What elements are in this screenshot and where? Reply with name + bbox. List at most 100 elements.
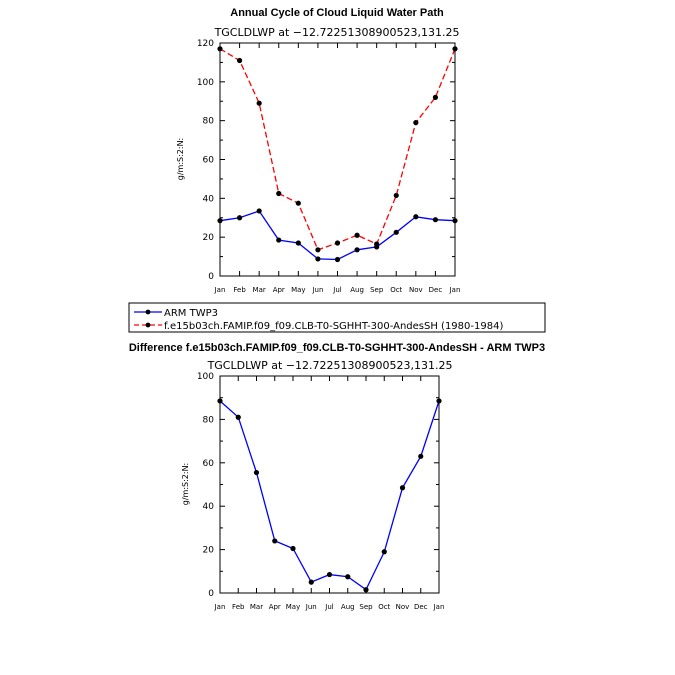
chart-2-xtick-label: Jun [305,603,317,611]
chart-2-subtitle: TGCLDLWP at −12.72251308900523,131.25 [207,359,453,372]
chart-1-xtick-label: Jan [449,286,461,294]
chart-2-series-0-point [290,545,296,552]
chart-2-ytick-label: 100 [197,372,214,382]
chart-1-series-0-point [334,256,341,263]
chart-1-series-line-0 [219,210,456,261]
chart-2-xtick-label: Mar [250,603,263,611]
chart-2-plot-frame [219,375,440,594]
chart-1-series-0-point [236,215,243,221]
chart-1-ytick-label: 20 [203,233,215,243]
chart-1-series-1-point [315,247,321,253]
chart-1-series-1-point [236,57,243,64]
chart-2-series-0-point [399,485,406,491]
chart-1-xtick-label: Mar [253,286,266,294]
chart-1-series-1-point [295,200,301,206]
chart-1-series-0-point [256,208,262,214]
legend-marker-model [145,322,151,328]
chart-1: Annual Cycle of Cloud Liquid Water Path … [176,7,460,294]
chart-2-xtick-label: Nov [396,603,410,611]
chart-2-series-0-point [308,579,314,585]
chart-1-ytick-label: 60 [203,156,215,166]
chart-2: Difference f.e15b03ch.FAMIP.f09_f09.CLB-… [129,342,545,611]
chart-1-ytick-label: 40 [203,194,215,204]
chart-1-series-0-point [432,217,439,223]
chart-2-series-0-point [418,453,424,459]
chart-2-series [217,398,442,593]
chart-2-ytick-label: 0 [208,589,214,599]
chart-2-ytick-label: 60 [203,459,215,469]
chart-2-series-0-point [326,571,333,578]
legend-box [128,302,546,333]
chart-2-ytick-label: 40 [203,502,215,512]
chart-1-series-1-point [256,100,262,106]
chart-1-legend: ARM TWP3 f.e15b03ch.FAMIP.f09_f09.CLB-T0… [128,302,546,333]
legend-marker-arm [145,309,151,315]
chart-1-series-1-point [217,46,223,52]
chart-2-title: Difference f.e15b03ch.FAMIP.f09_f09.CLB-… [129,342,545,354]
chart-2-series-0-point [217,398,223,404]
chart-2-series-0-point [272,538,278,544]
chart-1-xtick-label: Dec [429,286,443,294]
chart-1-series-1-point [276,190,282,197]
chart-2-ylabel: g/m:S:2:N: [181,463,190,506]
chart-1-xtick-label: Nov [409,286,423,294]
chart-2-series-0-point [235,414,241,420]
chart-1-series-1-point [334,240,341,246]
chart-1-xtick-label: Apr [273,286,285,294]
chart-2-xtick-label: Feb [232,603,245,611]
chart-2-axes: 0 20 40 60 80 100 Jan Feb Mar Apr May Jun Jul Aug Sep O… [197,372,445,611]
chart-1-series-0-point [393,229,399,235]
chart-2-xtick-label: Jan [214,603,226,611]
chart-2-xtick-label: Apr [269,603,281,611]
chart-1-xtick-label: Feb [233,286,246,294]
chart-2-series-0-point [381,549,387,555]
chart-1-xtick-label: Jun [311,286,323,294]
chart-1-series-1-point [432,94,439,100]
chart-2-xtick-label: Dec [414,603,428,611]
legend-label-model: f.e15b03ch.FAMIP.f09_f09.CLB-T0-SGHHT-30… [164,321,503,332]
chart-1-series-1-point [413,120,419,126]
chart-1-xtick-label: Oct [390,286,402,294]
chart-1-series-0-point [354,247,360,253]
chart-1-series [217,46,458,263]
chart-1-series-0-point [217,218,223,224]
chart-2-ytick-label: 80 [203,415,215,425]
chart-1-series-0-point [276,237,282,243]
chart-1-ytick-label: 80 [203,117,215,127]
chart-1-ylabel: g/m:S:2:N: [176,138,185,181]
chart-1-xtick-label: May [291,286,305,294]
chart-1-series-1-point [452,46,458,52]
chart-2-xtick-label: Jan [433,603,445,611]
chart-1-series-1-point [354,232,360,238]
chart-1-title: Annual Cycle of Cloud Liquid Water Path [230,7,444,19]
chart-2-ytick-label: 20 [203,546,215,556]
legend-label-arm: ARM TWP3 [164,308,218,319]
chart-2-xtick-label: May [286,603,300,611]
chart-1-ytick-label: 0 [208,272,214,282]
chart-2-series-0-point [363,587,369,593]
chart-1-series-1-point [393,192,399,199]
chart-1-series-0-point [315,256,321,262]
chart-2-xtick-label: Jul [324,603,334,611]
chart-1-series-0-point [413,214,419,220]
chart-1-xtick-label: Jul [332,286,342,294]
chart-1-xtick-label: Aug [350,286,364,294]
chart-1-series-1-point [374,241,380,247]
chart-1-series-line-1 [219,48,456,251]
chart-1-axes: 0 20 40 60 80 100 120 Jan Feb Mar Apr May Jun Jul Aug S… [197,39,461,294]
chart-2-xtick-label: Oct [378,603,390,611]
chart-2-xtick-label: Aug [341,603,355,611]
chart-2-series-0-point [345,574,351,580]
chart-1-series-0-point [295,240,301,246]
chart-2-series-line-0 [219,400,440,591]
chart-1-subtitle: TGCLDLWP at −12.72251308900523,131.25 [214,26,460,39]
chart-1-xtick-label: Jan [214,286,226,294]
chart-1-ytick-label: 120 [197,39,214,49]
chart-1-ytick-label: 100 [197,78,214,88]
chart-2-xtick-label: Sep [359,603,373,611]
chart-1-xtick-label: Sep [370,286,384,294]
chart-2-series-0-point [253,469,260,476]
chart-1-series-0-point [452,218,458,224]
chart-2-series-0-point [436,398,442,404]
